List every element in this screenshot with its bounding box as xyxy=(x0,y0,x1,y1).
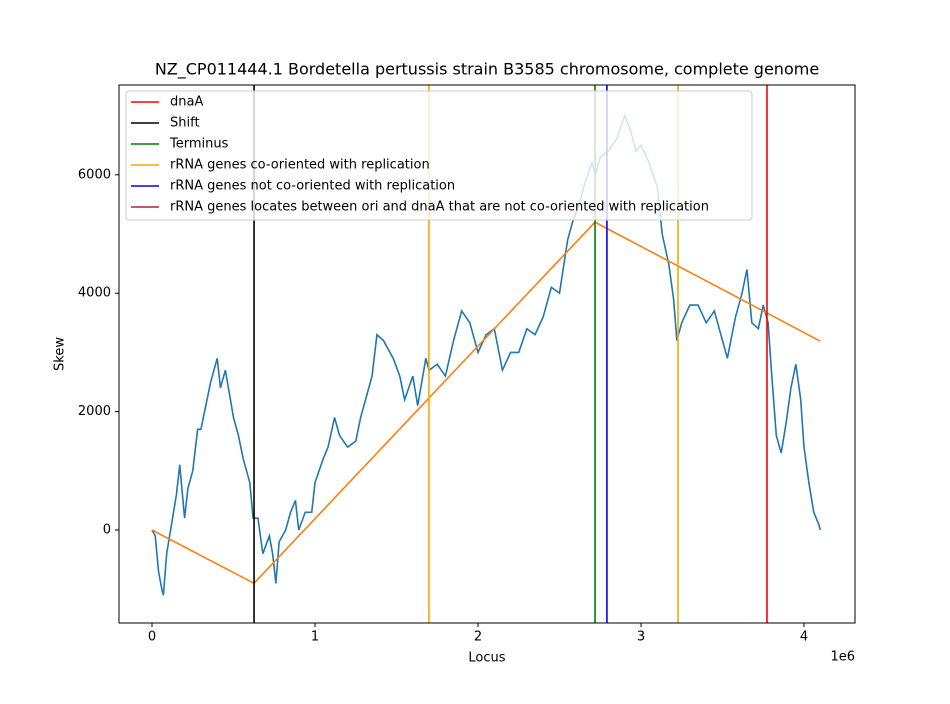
legend-label: rRNA genes locates between ori and dnaA … xyxy=(170,200,709,215)
x-tick-label: 1 xyxy=(311,630,319,645)
y-tick-label: 6000 xyxy=(78,167,111,182)
line xyxy=(151,113,822,596)
x-tick-label: 2 xyxy=(474,630,482,645)
legend-label: rRNA genes not co-oriented with replicat… xyxy=(170,179,455,194)
chart-title: NZ_CP011444.1 Bordetella pertussis strai… xyxy=(155,60,819,80)
x-tick-label: 0 xyxy=(148,630,156,645)
y-tick-label: 2000 xyxy=(78,404,111,419)
legend-label: Shift xyxy=(170,116,200,131)
legend-label: dnaA xyxy=(170,95,203,110)
y-tick-label: 0 xyxy=(103,522,111,537)
legend-label: rRNA genes co-oriented with replication xyxy=(170,158,430,173)
legend-box xyxy=(125,90,753,221)
y-axis-label: Skew xyxy=(53,337,68,371)
y-tick-label: 4000 xyxy=(78,286,111,301)
line xyxy=(151,221,821,585)
x-offset-label: 1e6 xyxy=(830,650,855,665)
axes-frame xyxy=(118,84,856,624)
legend-label: Terminus xyxy=(169,137,229,152)
x-tick-label: 4 xyxy=(800,630,808,645)
x-tick-label: 3 xyxy=(637,630,645,645)
x-axis-label: Locus xyxy=(468,651,505,666)
